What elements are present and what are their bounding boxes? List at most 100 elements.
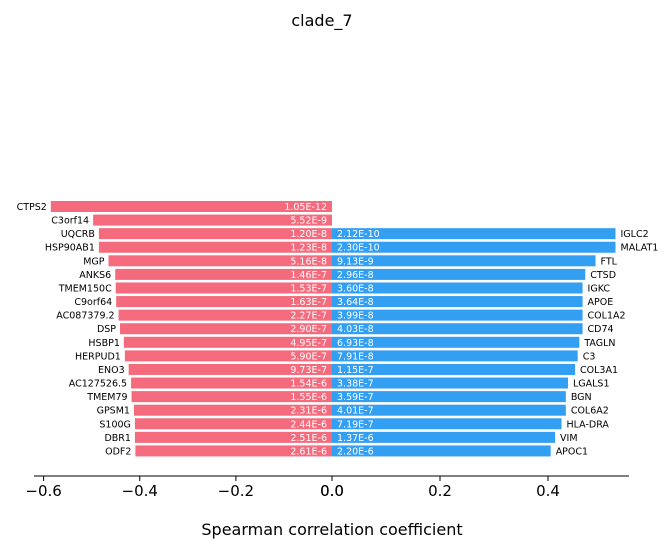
bar-positive: [332, 309, 583, 321]
bar-positive: [332, 268, 586, 280]
gene-label: COL6A2: [571, 406, 609, 417]
bar-negative: [108, 255, 332, 267]
gene-label: C9orf64: [74, 297, 112, 308]
bar-positive: [332, 323, 583, 335]
gene-label: HERPUD1: [75, 351, 121, 362]
gene-label: HSBP1: [88, 338, 119, 349]
bar-negative: [133, 404, 332, 416]
x-tick-label: −0.4: [122, 482, 158, 500]
gene-label: TMEM79: [86, 392, 127, 403]
x-tick-label: −0.2: [218, 482, 254, 500]
gene-label: COL3A1: [580, 365, 618, 376]
pvalue-label: 1.63E-7: [290, 297, 327, 308]
x-tick-label: −0.6: [25, 482, 61, 500]
pvalue-label: 3.64E-8: [337, 297, 374, 308]
pvalue-label: 1.05E-12: [284, 202, 327, 213]
bar-negative: [50, 201, 333, 212]
pvalue-label: 1.54E-6: [290, 379, 327, 390]
gene-label: BGN: [571, 392, 592, 403]
x-tick-label: 0.0: [320, 482, 344, 500]
bars-layer: CTPS2 1.05E-12 C3orf14 5.52E-9 UQCRB 1.20E-8 H…: [17, 201, 659, 457]
pvalue-label: 4.01E-7: [337, 406, 374, 417]
bar-positive: [332, 431, 556, 443]
pvalue-label: 7.91E-8: [337, 351, 374, 362]
pvalue-label: 4.03E-8: [337, 324, 374, 335]
pvalue-label: 2.61E-6: [290, 446, 327, 457]
gene-label: VIM: [560, 433, 578, 444]
gene-label: DBR1: [104, 433, 130, 444]
bar-negative: [115, 268, 332, 280]
bar-positive: [332, 363, 575, 375]
bar-negative: [128, 363, 332, 375]
gene-label: ENO3: [98, 365, 125, 376]
gene-label: MALAT1: [621, 243, 659, 254]
pvalue-label: 2.90E-7: [290, 324, 327, 335]
x-axis: −0.6 −0.4 −0.2 0.00.0 0.2 0.4: [25, 475, 629, 500]
pvalue-label: 6.93E-8: [337, 338, 374, 349]
gene-label: COL1A2: [588, 311, 626, 322]
pvalue-label: 1.20E-8: [290, 229, 327, 240]
bar-positive: [332, 296, 583, 308]
bar-negative: [115, 282, 332, 294]
bar-positive: [332, 350, 578, 362]
pvalue-label: 5.16E-8: [290, 256, 327, 267]
pvalue-label: 1.46E-7: [290, 270, 327, 281]
pvalue-label: 1.37E-6: [337, 433, 374, 444]
bar-negative: [131, 377, 332, 389]
pvalue-label: 1.23E-8: [290, 243, 327, 254]
gene-label: C3orf14: [51, 216, 89, 227]
gene-label: CTSD: [590, 270, 616, 281]
x-axis-label: Spearman correlation coefficient: [201, 520, 462, 539]
bar-negative: [98, 228, 332, 240]
pvalue-label: 1.55E-6: [290, 392, 327, 403]
bar-positive: [332, 445, 551, 457]
gene-label: DSP: [97, 324, 116, 335]
pvalue-label: 1.15E-7: [337, 365, 374, 376]
gene-label: CD74: [588, 324, 614, 335]
pvalue-label: 3.38E-7: [337, 379, 374, 390]
bar-positive: [332, 241, 616, 253]
pvalue-label: 7.19E-7: [337, 419, 374, 430]
x-tick-label: 0.2: [428, 482, 452, 500]
gene-label: CTPS2: [17, 202, 47, 213]
pvalue-label: 1.53E-7: [290, 283, 327, 294]
gene-label: TMEM150C: [58, 283, 112, 294]
gene-label: ODF2: [105, 446, 131, 457]
bar-positive: [332, 404, 566, 416]
gene-label: APOE: [588, 297, 614, 308]
pvalue-label: 4.95E-7: [290, 338, 327, 349]
bar-negative: [116, 296, 332, 308]
bar-negative: [120, 323, 332, 335]
gene-label: GPSM1: [97, 406, 130, 417]
bar-negative: [118, 309, 332, 321]
pvalue-label: 5.90E-7: [290, 351, 327, 362]
pvalue-label: 2.20E-6: [337, 446, 374, 457]
x-tick-label: 0.0: [320, 482, 344, 500]
gene-label: IGLC2: [621, 229, 649, 240]
gene-label: IGKC: [588, 283, 611, 294]
gene-label: AC087379.2: [56, 311, 114, 322]
bar-negative: [98, 241, 332, 253]
gene-label: UQCRB: [61, 229, 95, 240]
gene-label: APOC1: [556, 446, 588, 457]
bar-negative: [123, 336, 332, 348]
chart-title: clade_7: [291, 11, 352, 31]
pvalue-label: 3.59E-7: [337, 392, 374, 403]
bar-negative: [93, 214, 332, 226]
pvalue-label: 3.60E-8: [337, 283, 374, 294]
bar-positive: [332, 255, 596, 267]
pvalue-label: 2.31E-6: [290, 406, 327, 417]
bar-negative: [134, 431, 332, 443]
pvalue-label: 9.73E-7: [290, 365, 327, 376]
bar-positive: [332, 228, 616, 240]
x-tick-label: 0.4: [536, 482, 560, 500]
bar-positive: [332, 336, 580, 348]
bar-negative: [135, 445, 332, 457]
gene-label: HLA-DRA: [567, 419, 610, 430]
pvalue-label: 2.12E-10: [337, 229, 380, 240]
pvalue-label: 3.99E-8: [337, 311, 374, 322]
bar-negative: [131, 391, 332, 403]
bar-positive: [332, 391, 566, 403]
